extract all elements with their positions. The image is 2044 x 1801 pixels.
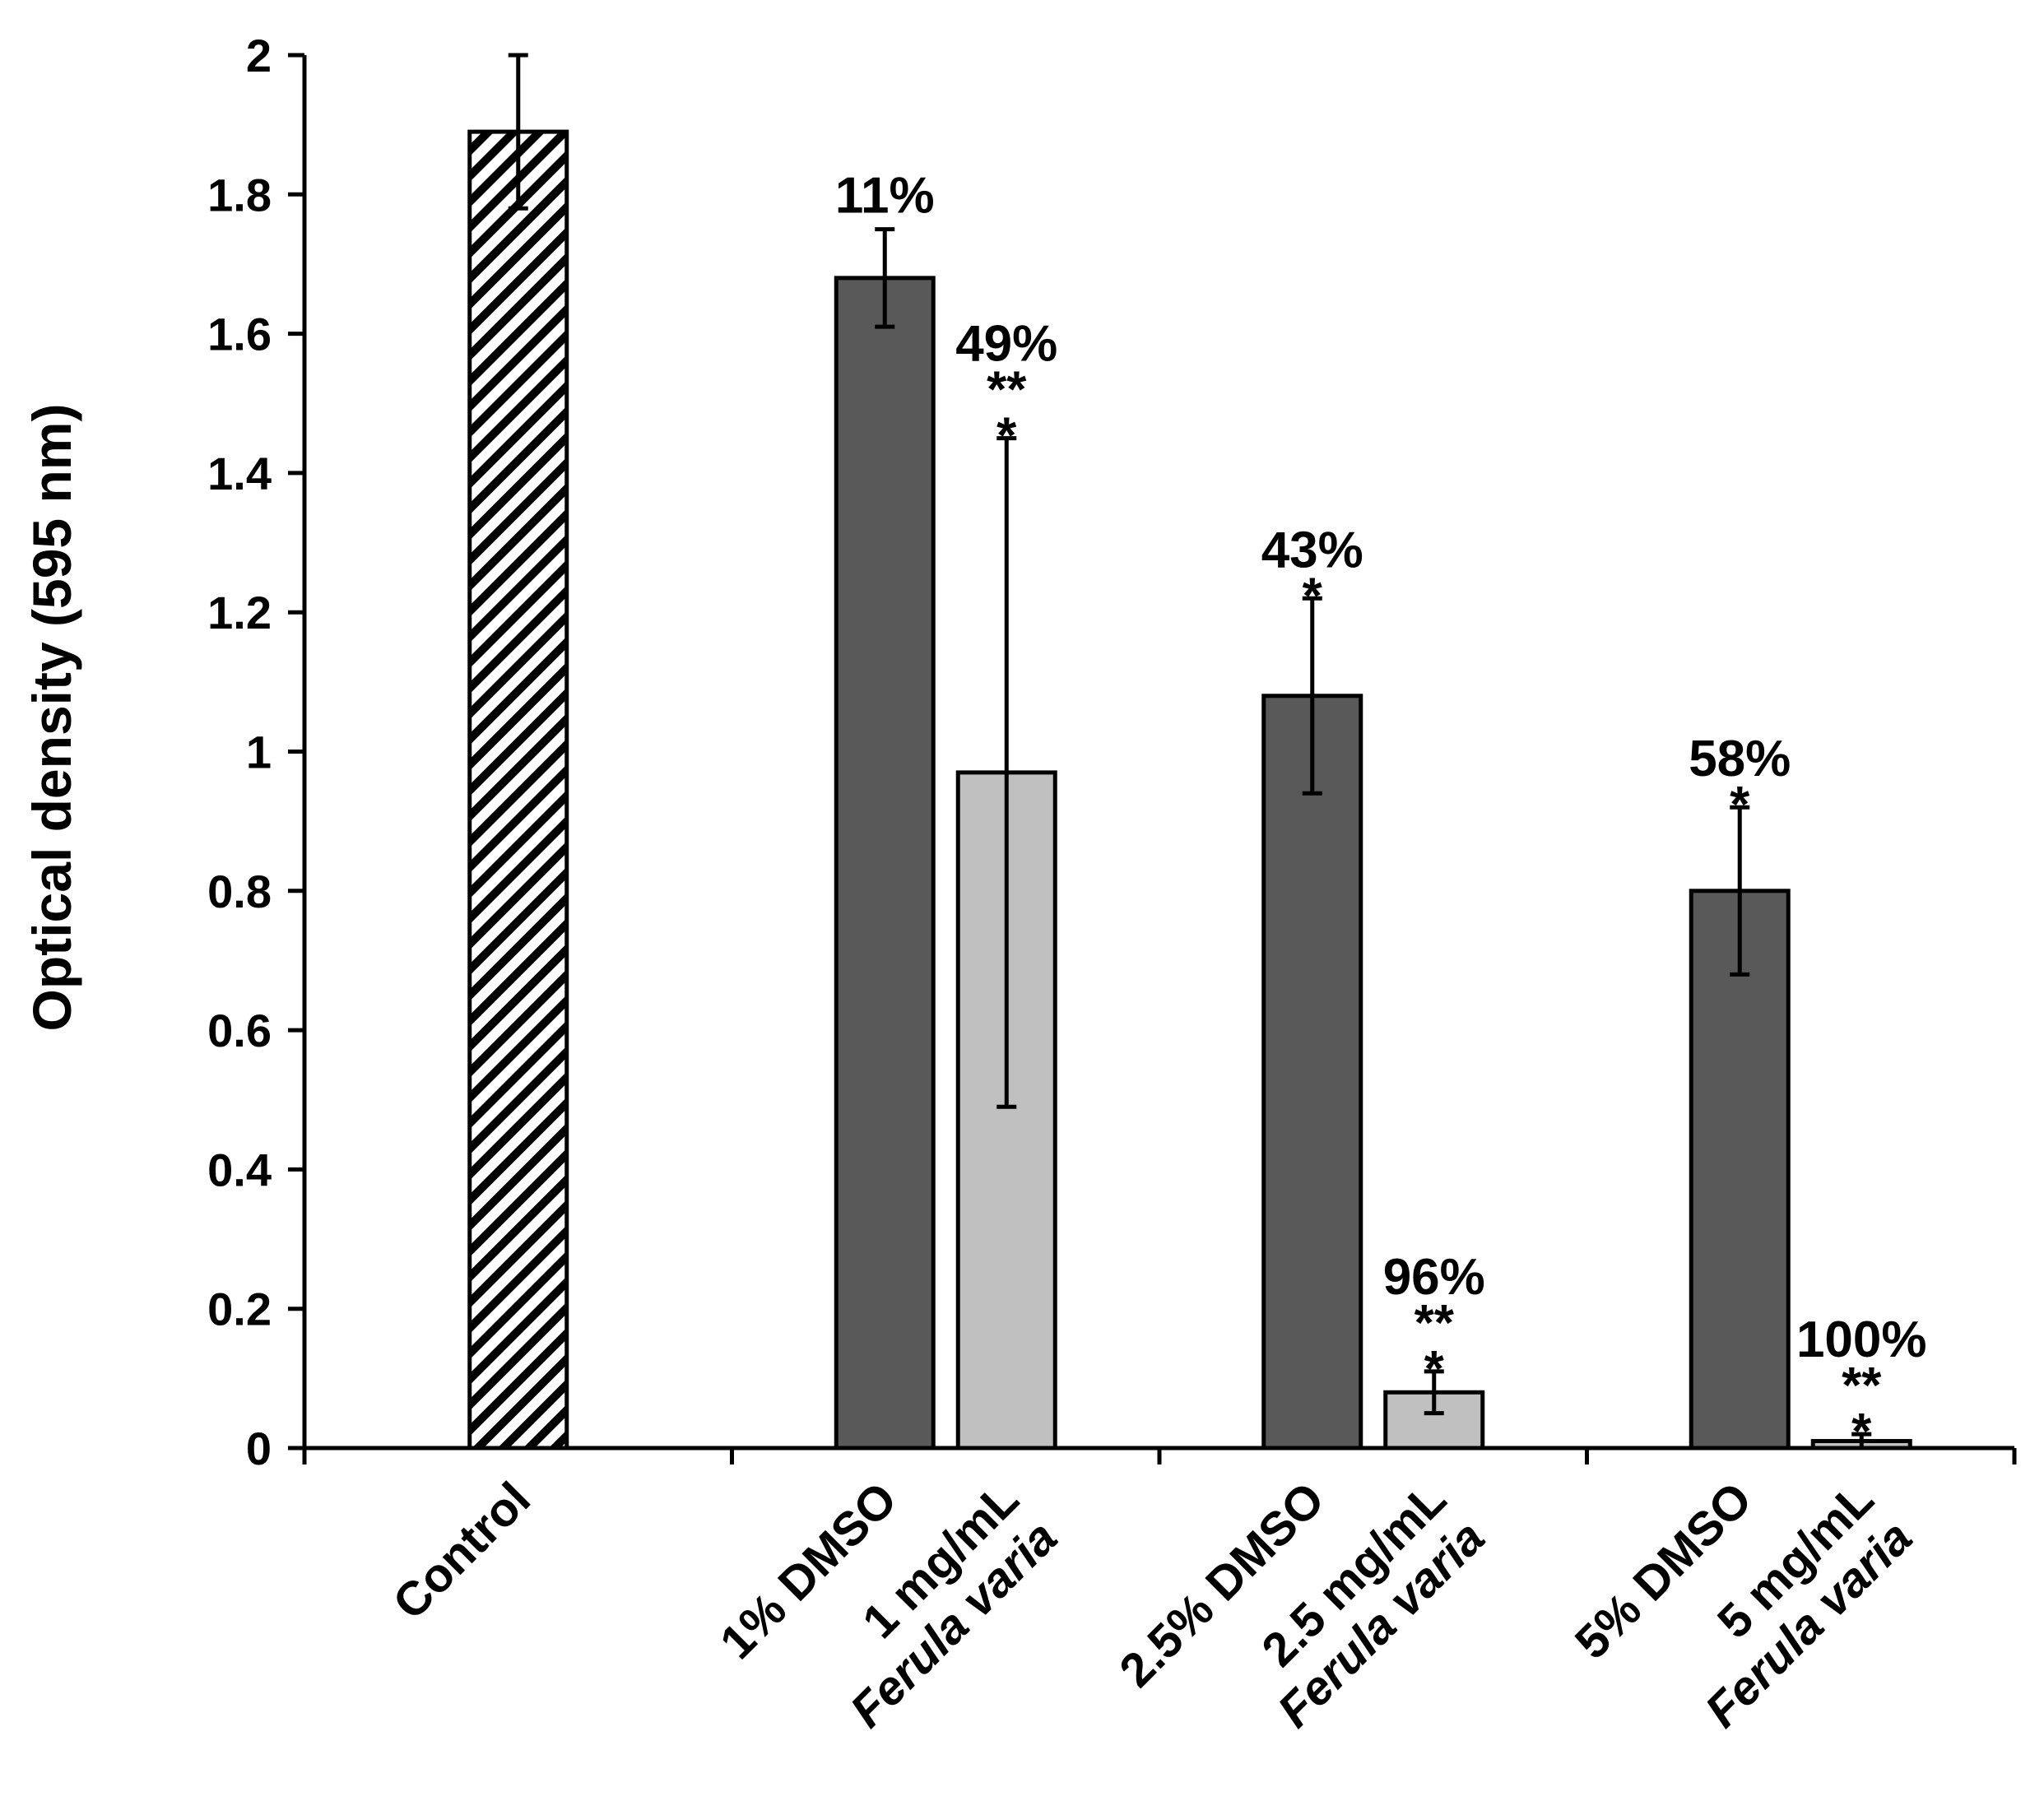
- y-tick-label: 1.6: [207, 309, 272, 360]
- dmso-bar: [834, 276, 936, 1451]
- control-bar: [467, 129, 569, 1451]
- dmso-bar: [1261, 694, 1363, 1451]
- y-tick-label: 0.4: [207, 1144, 272, 1195]
- y-tick-label: 0: [246, 1423, 272, 1474]
- category-label: Control: [383, 1472, 541, 1630]
- percent-label: 43%: [1261, 522, 1363, 578]
- category-label-line: 1% DMSO: [710, 1472, 908, 1669]
- y-tick-label: 2: [246, 30, 272, 81]
- category-label-part: Control: [383, 1472, 541, 1630]
- y-tick-label: 1: [246, 726, 272, 778]
- y-axis-title: Optical density (595 nm): [21, 404, 82, 1032]
- y-tick-label: 1.4: [207, 448, 272, 499]
- y-tick-label: 0.2: [207, 1283, 272, 1335]
- significance-label: *: [996, 408, 1017, 465]
- percent-label: 96%: [1383, 1249, 1485, 1306]
- y-tick-label: 1.8: [207, 169, 272, 220]
- y-tick-label: 0.8: [207, 866, 272, 917]
- category-label: 1% DMSO: [710, 1472, 908, 1669]
- significance-label: *: [1303, 568, 1323, 624]
- percent-label: 100%: [1796, 1311, 1927, 1368]
- percent-label: 49%: [955, 316, 1057, 373]
- axes: [288, 53, 2017, 1464]
- percent-label: 11%: [835, 168, 935, 225]
- bars: [467, 53, 1912, 1451]
- significance-label: **: [987, 362, 1027, 419]
- significance-label: *: [1851, 1404, 1872, 1460]
- y-tick-label: 1.2: [207, 587, 272, 638]
- significance-label: **: [1842, 1358, 1882, 1414]
- significance-label: **: [1415, 1295, 1455, 1352]
- y-tick-label: 0.6: [207, 1005, 272, 1056]
- category-label-line: 5% DMSO: [1565, 1472, 1763, 1669]
- percent-label: 58%: [1689, 731, 1791, 787]
- significance-label: *: [1424, 1341, 1445, 1398]
- category-label-part: 5% DMSO: [1565, 1472, 1763, 1669]
- category-label: 5% DMSO: [1565, 1472, 1763, 1669]
- category-label-line: Control: [383, 1472, 541, 1630]
- category-label-part: 1% DMSO: [710, 1472, 908, 1669]
- labels: 0 0.2 0.4 0.6 0.8 1 1.2 1.4 1.6 1.8 2 Control 11% 1% …: [207, 30, 1926, 1738]
- significance-label: *: [1730, 777, 1750, 833]
